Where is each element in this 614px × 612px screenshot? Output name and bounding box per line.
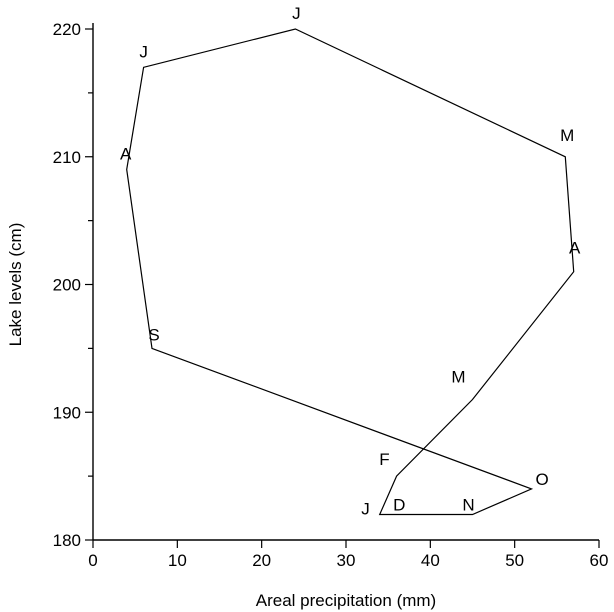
x-tick-label: 60 xyxy=(590,551,609,570)
series xyxy=(126,28,575,516)
point-label: J xyxy=(361,499,370,518)
point-labels: J F M A M J J A S O N D xyxy=(120,4,581,518)
y-tick-label: 200 xyxy=(53,276,81,295)
y-tick-label: 190 xyxy=(53,403,81,422)
x-tick-label: 10 xyxy=(168,551,187,570)
x-tick-label: 20 xyxy=(252,551,271,570)
y-axis-title: Lake levels (cm) xyxy=(6,223,25,347)
point-label: M xyxy=(560,126,574,145)
point-label: J xyxy=(292,4,301,23)
y-tick-label: 210 xyxy=(53,148,81,167)
x-tick-label: 0 xyxy=(88,551,97,570)
axes xyxy=(92,23,599,541)
point-label: D xyxy=(393,495,405,514)
x-tick-label: 50 xyxy=(505,551,524,570)
point-label: F xyxy=(379,450,389,469)
series-line xyxy=(126,28,575,516)
x-tick-label: 40 xyxy=(421,551,440,570)
x-tick-label: 30 xyxy=(337,551,356,570)
x-ticks: 0 10 20 30 40 50 60 xyxy=(88,540,608,570)
point-label: M xyxy=(451,367,465,386)
y-tick-label: 220 xyxy=(53,20,81,39)
point-label: A xyxy=(569,239,581,258)
point-label: J xyxy=(139,42,148,61)
y-ticks: 180 190 200 210 220 xyxy=(53,20,93,550)
point-label: O xyxy=(536,470,549,489)
y-tick-label: 180 xyxy=(53,531,81,550)
x-axis-title: Areal precipitation (mm) xyxy=(256,591,436,610)
point-label: N xyxy=(462,495,474,514)
point-label: S xyxy=(148,325,159,344)
point-label: A xyxy=(120,145,132,164)
